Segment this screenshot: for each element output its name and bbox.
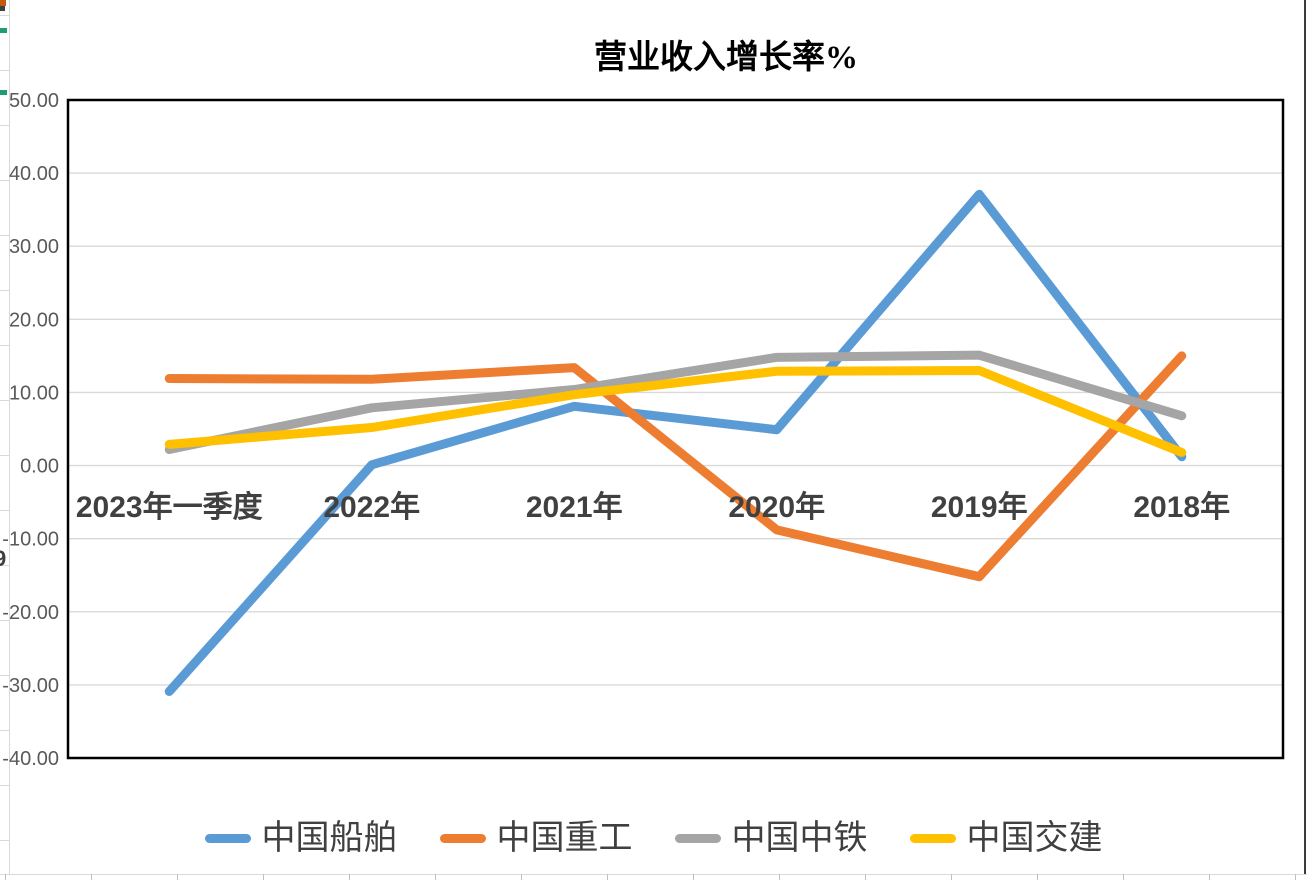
legend-item[interactable]: 中国船舶 — [204, 819, 398, 857]
legend-label: 中国中铁 — [731, 819, 868, 857]
plot-border — [66, 98, 1285, 760]
x-axis-category-label: 2021年 — [526, 491, 623, 524]
chart-title: 营业收入增长率% — [594, 40, 858, 76]
sheet-row-gridline — [0, 620, 9, 621]
sheet-bottom-gridline — [0, 874, 1307, 875]
sheet-column-tick — [177, 874, 178, 880]
series-line-3[interactable] — [164, 366, 1187, 457]
sheet-row-gridline — [0, 345, 9, 346]
sheet-column-tick — [1037, 874, 1038, 880]
sheet-column-tick — [693, 874, 694, 880]
sheet-column-gridline — [9, 0, 10, 874]
legend-swatch-icon — [439, 833, 486, 843]
y-axis-tick-label: -40.00 — [2, 748, 59, 770]
y-axis-tick-label: -20.00 — [2, 602, 59, 624]
y-axis-tick-label: 0.00 — [20, 456, 59, 478]
chart-legend: 中国船舶 中国重工 中国中铁 中国交建 — [0, 815, 1307, 861]
sheet-column-tick — [349, 874, 350, 880]
y-axis-tick-label: 40.00 — [9, 163, 59, 185]
sheet-column-tick — [5, 874, 6, 880]
legend-label: 中国重工 — [496, 819, 633, 857]
legend-swatch-icon — [909, 833, 956, 843]
sheet-column-tick — [779, 874, 780, 880]
sheet-row-gridline — [0, 510, 9, 511]
sheet-column-tick — [1123, 874, 1124, 880]
sheet-column-tick — [607, 874, 608, 880]
sheet-column-tick — [435, 874, 436, 880]
sheet-column-tick — [521, 874, 522, 880]
legend-item[interactable]: 中国重工 — [439, 819, 633, 857]
left-sliver-partial-glyph — [0, 0, 6, 6]
sheet-row-gridline — [0, 290, 9, 291]
x-axis-category-label: 2018年 — [1133, 491, 1230, 524]
sheet-column-tick — [263, 874, 264, 880]
left-sliver-green-mark — [0, 28, 7, 33]
sheet-row-gridline — [0, 125, 9, 126]
legend-label: 中国交建 — [966, 819, 1103, 857]
y-axis-tick-label: -10.00 — [2, 529, 59, 551]
sheet-right-edge — [1304, 0, 1306, 874]
y-axis-tick-label: 30.00 — [9, 236, 59, 258]
sheet-row-gridline — [0, 675, 9, 676]
x-axis-category-label: 2020年 — [728, 491, 825, 524]
partial-cell-value: 9 — [0, 546, 7, 571]
left-sliver-green-mark — [0, 90, 7, 95]
sheet-row-gridline — [0, 235, 9, 236]
x-axis-category-label: 2019年 — [931, 491, 1028, 524]
y-axis-tick-label: 50.00 — [9, 90, 59, 112]
sheet-row-gridline — [0, 15, 9, 16]
legend-item[interactable]: 中国中铁 — [674, 819, 868, 857]
sheet-row-gridline — [0, 70, 9, 71]
y-axis-tick-label: -30.00 — [2, 675, 59, 697]
series-line-2[interactable] — [164, 350, 1187, 454]
sheet-row-gridline — [0, 400, 9, 401]
sheet-row-gridline — [0, 455, 9, 456]
sheet-row-gridline — [0, 785, 9, 786]
legend-label: 中国船舶 — [261, 819, 398, 857]
sheet-row-gridline — [0, 180, 9, 181]
left-sliver-partial-glyph — [0, 6, 5, 11]
sheet-row-gridline — [0, 565, 9, 566]
series-line-0[interactable] — [164, 189, 1187, 696]
legend-item[interactable]: 中国交建 — [909, 819, 1103, 857]
x-axis-category-label: 2023年一季度 — [76, 491, 263, 524]
sheet-column-tick — [91, 874, 92, 880]
legend-swatch-icon — [674, 833, 721, 843]
legend-swatch-icon — [204, 833, 251, 843]
y-axis-tick-label: 20.00 — [9, 309, 59, 331]
sheet-row-gridline — [0, 840, 9, 841]
sheet-column-tick — [951, 874, 952, 880]
sheet-column-tick — [865, 874, 866, 880]
series-line-1[interactable] — [164, 351, 1187, 582]
sheet-column-tick — [1209, 874, 1210, 880]
sheet-row-gridline — [0, 730, 9, 731]
y-axis-tick-label: 10.00 — [9, 382, 59, 404]
sheet-column-tick — [1295, 874, 1296, 880]
x-axis-category-label: 2022年 — [323, 491, 420, 524]
